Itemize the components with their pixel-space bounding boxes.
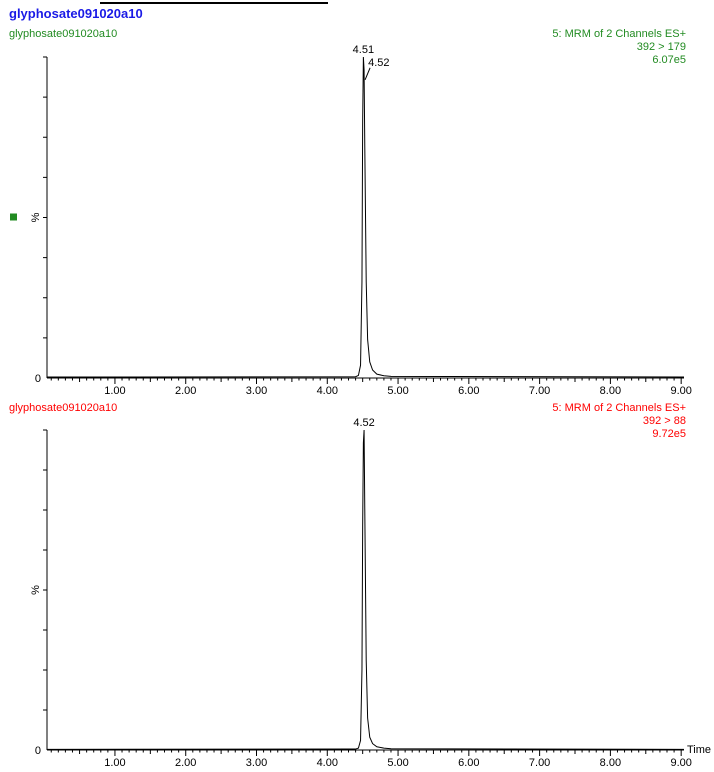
chromatogram-trace (46, 429, 685, 750)
x-axis-label: Time (687, 744, 711, 756)
x-tick-label: 2.00 (175, 385, 196, 397)
x-tick-label: 7.00 (529, 385, 550, 397)
header-rule (100, 2, 328, 4)
x-tick-label: 3.00 (246, 385, 267, 397)
x-tick-label: 2.00 (175, 757, 196, 769)
x-tick-label: 1.00 (104, 385, 125, 397)
x-tick-label: 9.00 (670, 385, 691, 397)
peak-label: 4.51 (353, 44, 374, 56)
peak-label: 4.52 (368, 57, 389, 69)
trace-sample-name: glyphosate091020a10 (9, 28, 117, 40)
chromatogram-trace (46, 56, 685, 378)
peak-label-leader (364, 67, 371, 81)
y-axis-label: % (30, 212, 42, 222)
x-tick-label: 3.00 (246, 757, 267, 769)
x-tick-label: 4.00 (317, 385, 338, 397)
x-tick-label: 1.00 (104, 757, 125, 769)
y-tick-label: 0 (35, 745, 41, 757)
x-tick-label: 8.00 (600, 757, 621, 769)
x-tick-label: 6.00 (458, 757, 479, 769)
mrm-transition: 392 > 179 (637, 41, 686, 53)
channel-marker (10, 213, 17, 221)
x-tick-label: 5.00 (387, 757, 408, 769)
y-tick-label: 0 (35, 373, 41, 385)
x-tick-label: 7.00 (529, 757, 550, 769)
peak-label: 4.52 (353, 417, 374, 429)
function-label: 5: MRM of 2 Channels ES+ (552, 402, 686, 414)
x-tick-label: 9.00 (670, 757, 691, 769)
intensity-value: 6.07e5 (652, 54, 686, 66)
intensity-value: 9.72e5 (652, 428, 686, 440)
x-tick-label: 6.00 (458, 385, 479, 397)
x-tick-label: 5.00 (387, 385, 408, 397)
sample-title: glyphosate091020a10 (9, 6, 143, 21)
function-label: 5: MRM of 2 Channels ES+ (552, 28, 686, 40)
mrm-transition: 392 > 88 (643, 415, 686, 427)
x-tick-label: 4.00 (317, 757, 338, 769)
x-tick-label: 8.00 (600, 385, 621, 397)
y-axis-label: % (30, 585, 42, 595)
trace-sample-name: glyphosate091020a10 (9, 402, 117, 414)
